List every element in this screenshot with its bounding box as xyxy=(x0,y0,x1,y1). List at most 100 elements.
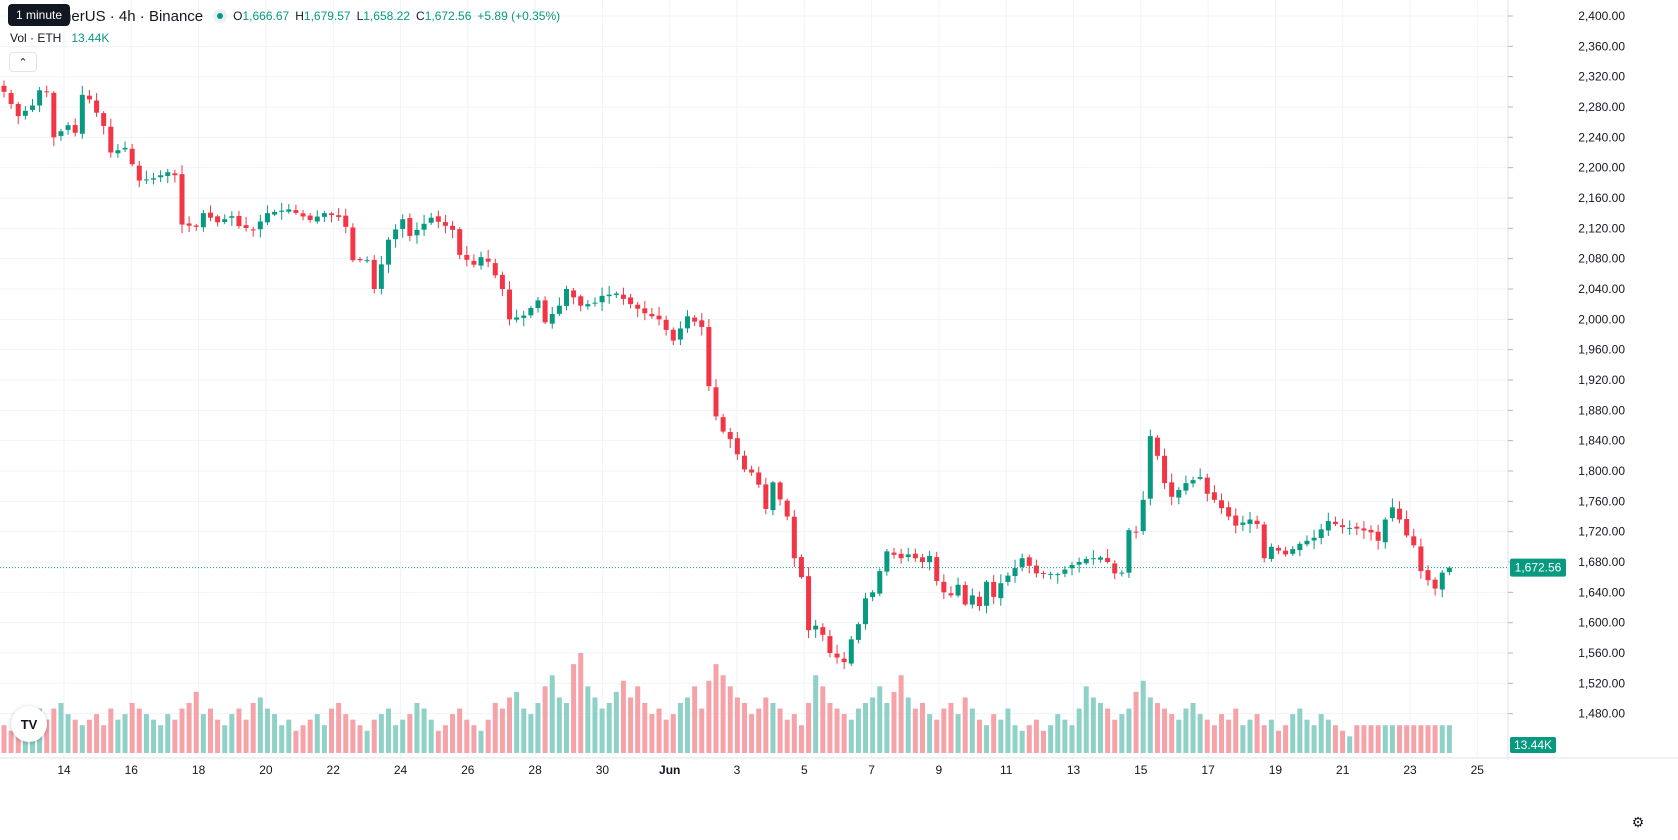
price-tick-label: 1,560.00 xyxy=(1578,646,1625,660)
volume-bar xyxy=(1112,719,1118,753)
candle-body xyxy=(1041,572,1047,574)
volume-bar xyxy=(350,719,356,753)
volume-bar xyxy=(976,719,982,753)
candle-body xyxy=(955,584,961,596)
candle-body xyxy=(1382,519,1388,543)
candle-body xyxy=(1275,547,1281,551)
candle-body xyxy=(378,264,384,289)
candle-body xyxy=(1297,543,1303,551)
volume-bar xyxy=(806,703,812,753)
candle-body xyxy=(905,554,911,558)
candle-body xyxy=(179,174,185,225)
candle-body xyxy=(1069,565,1075,569)
volume-bar xyxy=(563,703,569,753)
volume-bar xyxy=(585,686,591,753)
candle-body xyxy=(229,216,235,218)
time-tick-label: 14 xyxy=(57,763,71,777)
time-tick-label: 9 xyxy=(936,763,943,777)
candle-body xyxy=(407,218,413,236)
price-tick-label: 2,360.00 xyxy=(1578,39,1625,53)
volume-bar xyxy=(151,719,157,753)
volume-bar xyxy=(51,708,57,753)
volume-bar xyxy=(499,708,505,753)
volume-bar xyxy=(428,719,434,753)
time-tick-label: 15 xyxy=(1134,763,1148,777)
volume-bar xyxy=(763,697,769,753)
candle-body xyxy=(919,557,925,562)
candle-body xyxy=(1062,569,1068,574)
candle-body xyxy=(649,313,655,317)
gear-icon[interactable]: ⚙ xyxy=(1631,813,1645,830)
candle-body xyxy=(492,263,498,276)
candle-body xyxy=(962,585,968,605)
volume-bar xyxy=(1041,730,1047,753)
volume-bar xyxy=(1176,719,1182,753)
market-status-dot-icon[interactable] xyxy=(213,9,228,23)
volume-bar xyxy=(1219,714,1225,753)
tradingview-logo-icon[interactable]: TV xyxy=(11,706,47,742)
volume-bar xyxy=(1368,725,1374,753)
chevron-up-icon[interactable]: ⌃ xyxy=(9,52,37,72)
candle-body xyxy=(870,592,876,598)
price-tick-label: 1,760.00 xyxy=(1578,494,1625,508)
candle-body xyxy=(44,91,50,93)
volume-bar xyxy=(321,725,327,753)
time-axis[interactable]: 14 16 18 20 22 24 26 28 30 Jun 3 5 7 9 11 13 15 17 19 21 23 2… xyxy=(0,757,1678,777)
volume-bar xyxy=(1347,736,1353,753)
candle-body xyxy=(1325,521,1331,531)
volume-bar xyxy=(827,703,833,753)
candle-body xyxy=(1439,572,1445,590)
volume-bar xyxy=(1197,714,1203,753)
candle-body xyxy=(257,221,263,230)
candle-body xyxy=(1112,563,1118,574)
volume-bar xyxy=(1404,725,1410,753)
last-price-tag-label: 1,672.56 xyxy=(1515,561,1562,575)
price-tick-label: 1,920.00 xyxy=(1578,373,1625,387)
candle-body xyxy=(1247,519,1253,524)
volume-bar xyxy=(1126,708,1132,753)
volume-bar xyxy=(784,719,790,753)
volume-bar xyxy=(172,719,178,753)
price-tick-label: 2,160.00 xyxy=(1578,191,1625,205)
candle-body xyxy=(741,455,747,470)
volume-bar xyxy=(492,703,498,753)
volume-bar xyxy=(521,708,527,753)
volume-bar xyxy=(1261,725,1267,753)
time-tick-label: 20 xyxy=(259,763,273,777)
volume-bar xyxy=(1162,708,1168,753)
candle-body xyxy=(129,148,135,165)
volume-bar xyxy=(535,703,541,753)
price-tick-label: 2,080.00 xyxy=(1578,252,1625,266)
volume-bar xyxy=(457,708,463,753)
price-axis[interactable]: 2,400.00 2,360.00 2,320.00 2,280.00 2,240.00… xyxy=(1507,0,1625,760)
volume-bar xyxy=(385,708,391,753)
candle-body xyxy=(222,219,228,223)
volume-bar xyxy=(1397,725,1403,753)
volume-bar xyxy=(1354,725,1360,753)
candle-body xyxy=(207,212,213,218)
candle-body xyxy=(115,150,121,154)
volume-bar xyxy=(371,719,377,753)
volume-bar xyxy=(749,714,755,753)
volume-bar xyxy=(613,691,619,753)
time-tick-label: 28 xyxy=(528,763,542,777)
volume-bar xyxy=(300,725,306,753)
time-tick-label: 17 xyxy=(1201,763,1215,777)
volume-bar xyxy=(984,725,990,753)
volume-bar xyxy=(685,697,691,753)
volume-bar xyxy=(485,719,491,753)
volume-bar xyxy=(1119,714,1125,753)
volume-bar xyxy=(642,703,648,753)
time-tick-label: 18 xyxy=(192,763,206,777)
candle-body xyxy=(1140,499,1146,532)
price-tick-label: 2,320.00 xyxy=(1578,70,1625,84)
candle-body xyxy=(193,225,199,227)
candle-body xyxy=(478,257,484,266)
candle-body xyxy=(656,315,662,320)
volume-bar xyxy=(236,708,242,753)
time-tick-label: 5 xyxy=(801,763,808,777)
volume-label[interactable]: Vol · ETH xyxy=(10,31,62,45)
volume-bar xyxy=(414,703,420,753)
